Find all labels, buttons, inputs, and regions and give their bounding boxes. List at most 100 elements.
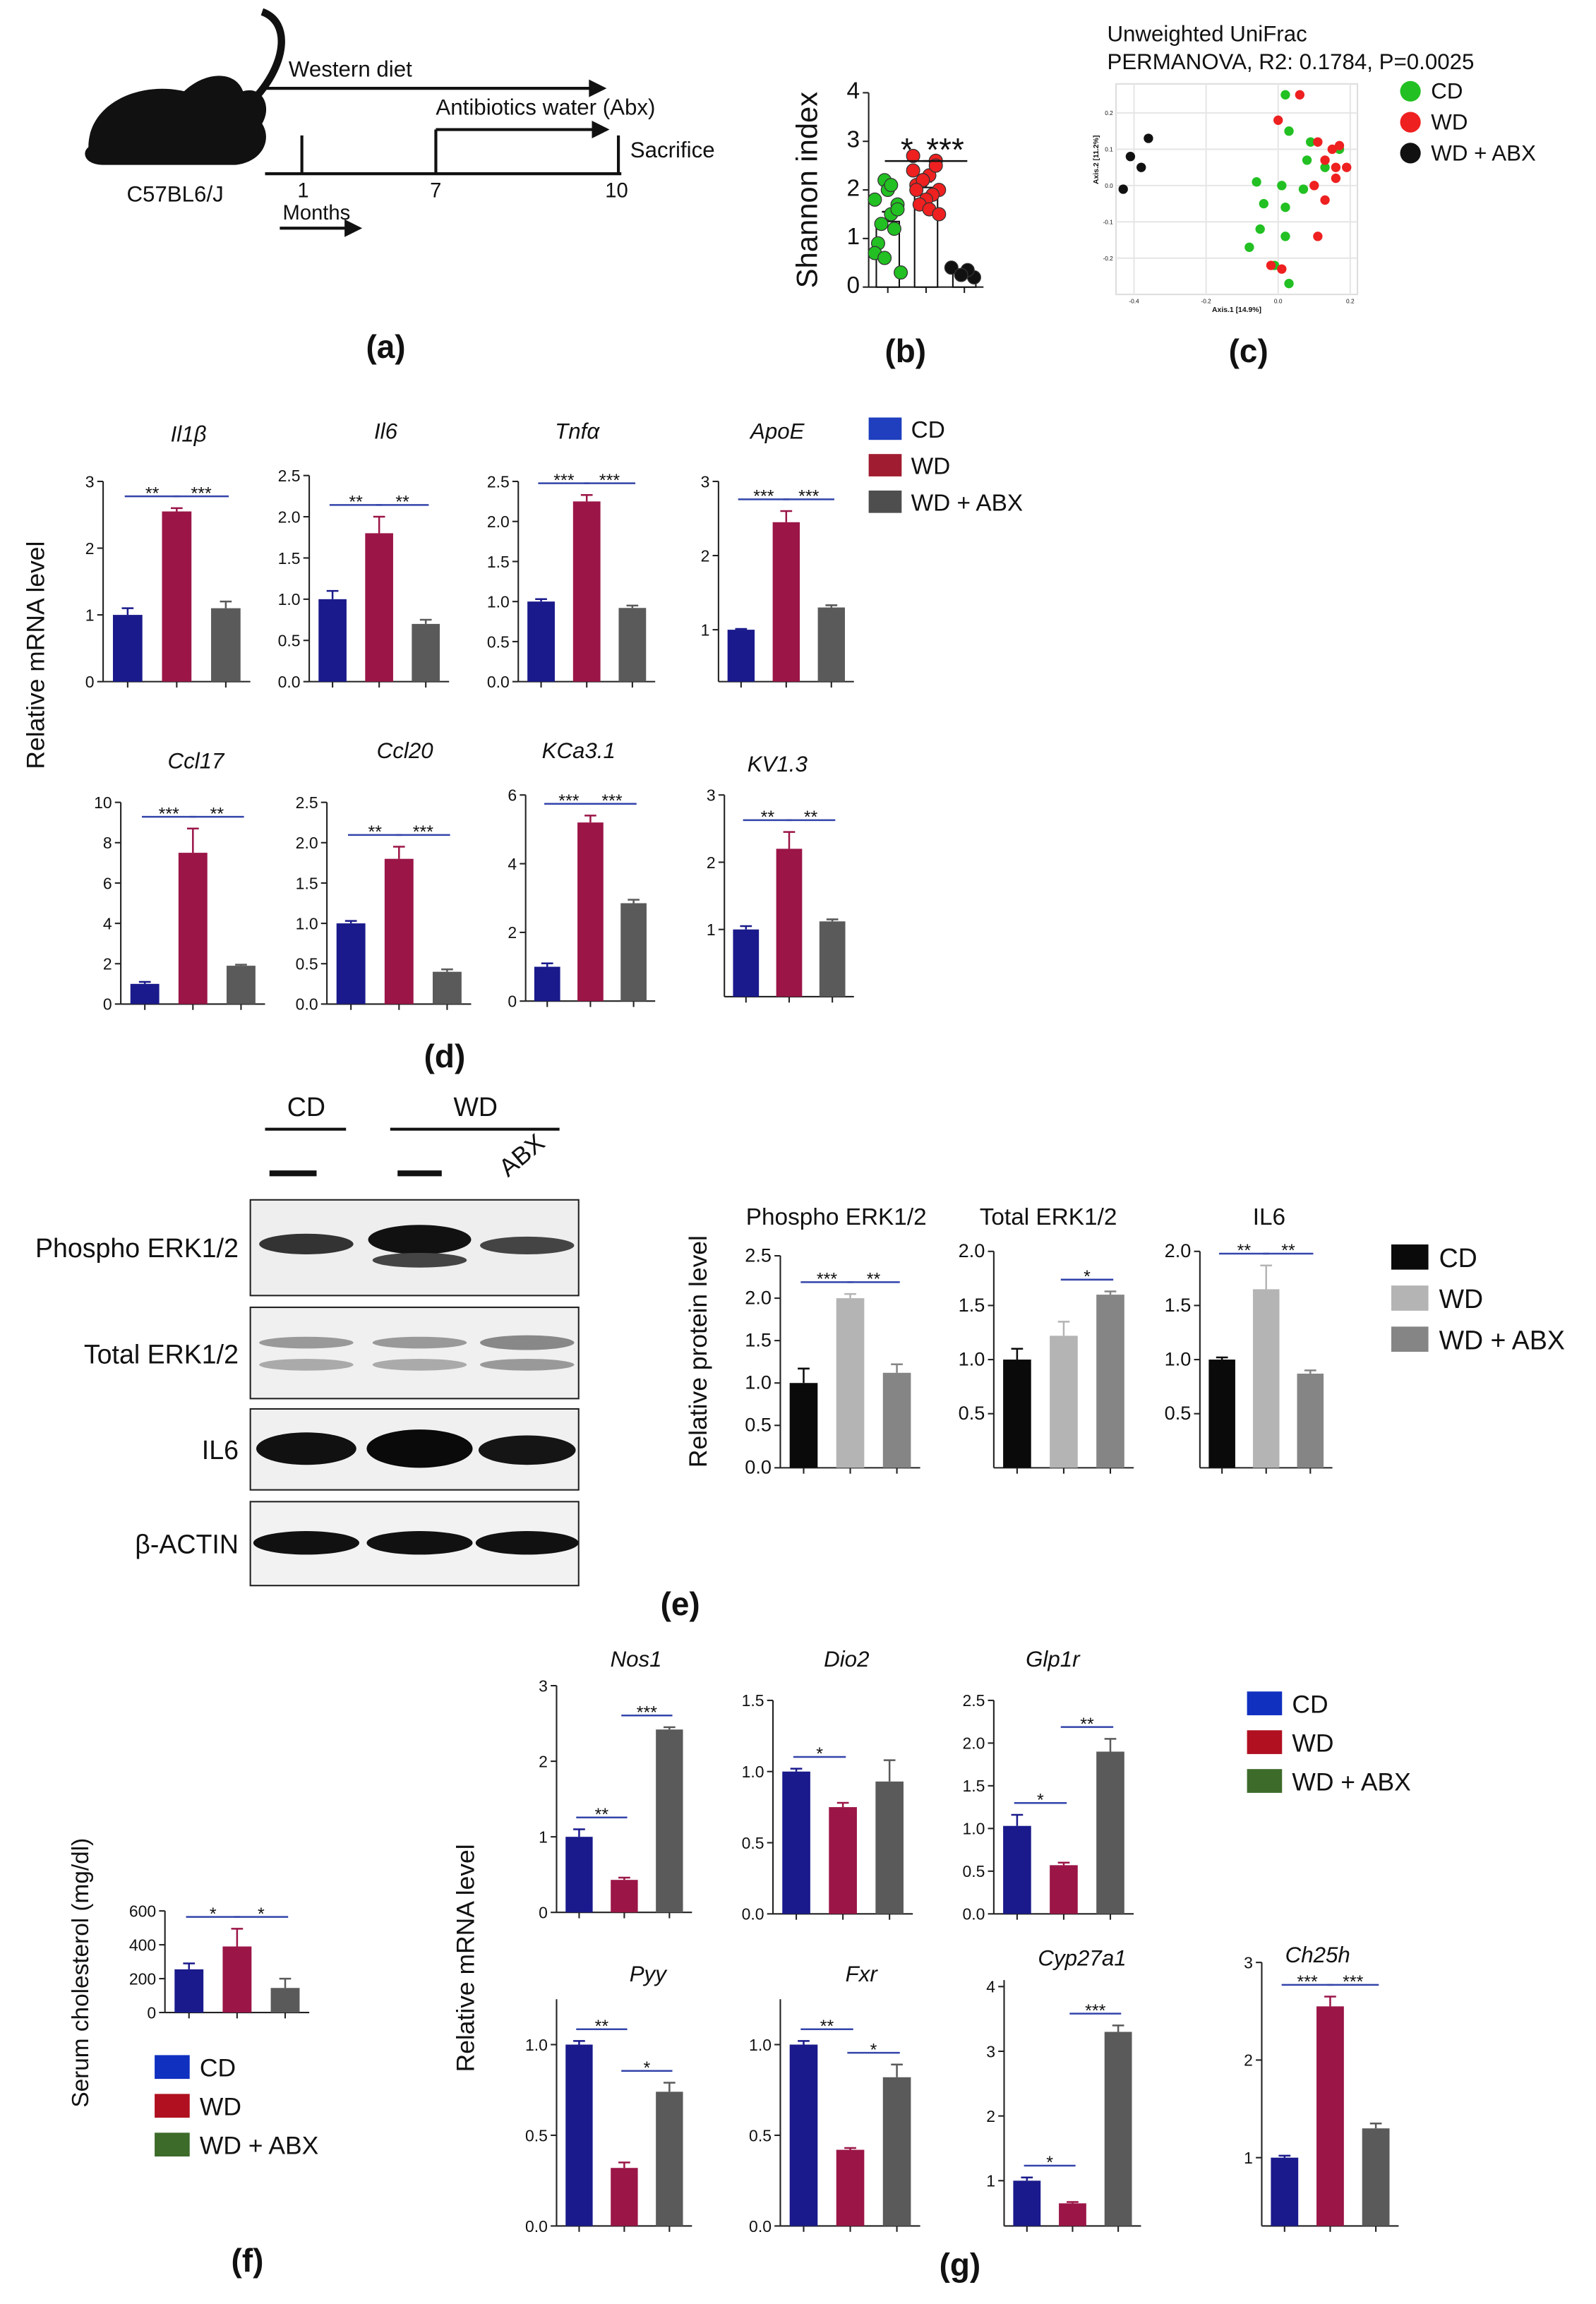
data-point <box>909 183 924 198</box>
legend-swatch <box>1391 1244 1429 1270</box>
data-point <box>1277 264 1287 274</box>
legend-swatch <box>1247 1730 1283 1754</box>
chart-title: Nos1 <box>611 1647 662 1672</box>
legend-marker <box>1400 143 1421 164</box>
chart-title: Total ERK1/2 <box>980 1204 1117 1230</box>
bar <box>1096 1751 1124 1914</box>
data-point <box>1342 162 1352 172</box>
legend-marker <box>1400 80 1421 102</box>
bar <box>733 929 760 997</box>
legend-swatch <box>868 417 902 440</box>
y-tick-label: 2 <box>707 853 716 872</box>
y-axis-label: Relative mRNA level <box>22 541 50 769</box>
bar <box>112 615 143 682</box>
y-tick-label: 1.5 <box>278 549 301 568</box>
y-tick-label: 1 <box>986 2172 995 2190</box>
bar <box>534 966 560 1002</box>
bar <box>432 971 462 1004</box>
data-point <box>1298 184 1309 194</box>
chart-title: Cyp27a1 <box>1038 1945 1126 1970</box>
legend-swatch <box>1391 1285 1429 1311</box>
chart-title: KV1.3 <box>748 752 808 776</box>
bar <box>565 2044 593 2226</box>
significance-label: ** <box>867 1270 881 1290</box>
data-point <box>884 178 899 193</box>
y-tick-label: 2.5 <box>745 1244 772 1266</box>
y-axis-label: Shannon index <box>791 92 824 288</box>
y-tick-label: 2.5 <box>962 1691 985 1710</box>
bar <box>162 511 192 682</box>
data-point <box>1255 224 1265 234</box>
bar <box>882 2077 911 2226</box>
y-axis-label: Axis.2 [11.2%] <box>1093 136 1100 184</box>
data-point <box>887 222 901 236</box>
y-tick-label: 600 <box>129 1902 156 1920</box>
y-tick-label: 1.0 <box>749 2036 772 2054</box>
significance-label: * <box>210 1904 217 1924</box>
y-tick-label: 3 <box>847 127 860 153</box>
chart-title: IL6 <box>1253 1204 1285 1230</box>
bar <box>817 607 845 682</box>
y-tick-label: 400 <box>129 1936 156 1954</box>
significance-label: *** <box>413 822 433 842</box>
data-point <box>954 268 968 282</box>
bar <box>1316 2006 1344 2226</box>
y-tick-label: 2 <box>1244 2051 1253 2070</box>
bar <box>1003 1360 1031 1468</box>
bar <box>1050 1865 1078 1914</box>
band <box>253 1531 359 1555</box>
bar <box>620 903 647 1002</box>
data-point <box>1280 232 1290 241</box>
bar <box>882 1372 911 1468</box>
y-tick-label: 3 <box>539 1676 548 1695</box>
y-tick-label: 2 <box>539 1752 548 1770</box>
significance-label: ** <box>395 493 409 512</box>
y-tick-label: 2.0 <box>959 1240 985 1261</box>
legend-swatch <box>155 2094 190 2118</box>
significance-label: * <box>901 131 913 168</box>
y-tick-label: 0.5 <box>959 1402 985 1424</box>
bar <box>318 599 347 682</box>
significance-label: *** <box>599 471 620 491</box>
y-tick-label: 3 <box>707 786 716 805</box>
legend-label: WD <box>1431 110 1468 135</box>
y-tick-label: 1.0 <box>745 1372 772 1393</box>
data-point <box>906 148 920 163</box>
legend-label: WD <box>200 2093 241 2121</box>
bar <box>1003 1825 1031 1914</box>
y-tick-label: 4 <box>508 855 517 873</box>
y-tick-label: 0.0 <box>487 673 510 691</box>
y-tick-label: 2 <box>701 546 710 565</box>
bar <box>336 923 366 1004</box>
significance-label: ** <box>349 493 363 512</box>
significance-label: * <box>1046 2153 1053 2173</box>
legend-swatch <box>1391 1326 1429 1352</box>
arrow-head <box>592 121 610 139</box>
chart-title: Il6 <box>374 419 398 444</box>
chart-title: Fxr <box>846 1962 879 1986</box>
row-label: Phospho ERK1/2 <box>35 1233 239 1263</box>
legend-label: WD <box>1439 1284 1484 1314</box>
end-label: Sacrifice <box>630 138 715 162</box>
y-tick-label: 2.5 <box>278 467 301 485</box>
y-tick-label: 0.0 <box>1105 182 1113 189</box>
x-axis-label: Axis.1 [14.9%] <box>1212 306 1261 314</box>
significance-label: *** <box>601 791 622 811</box>
bar <box>174 1969 204 2013</box>
y-tick-label: 0.5 <box>525 2126 548 2144</box>
panel-label: (b) <box>884 332 926 369</box>
y-tick-label: 1.0 <box>742 1763 764 1781</box>
significance-label: ** <box>761 808 775 827</box>
chart-title: Ccl17 <box>168 749 226 774</box>
bar <box>227 966 256 1004</box>
legend-label: CD <box>1431 79 1463 104</box>
y-tick-label: 8 <box>103 834 112 852</box>
y-tick-label: 0 <box>508 992 517 1011</box>
bar <box>1208 1360 1235 1468</box>
band <box>368 1225 472 1254</box>
y-tick-label: 0 <box>103 995 112 1014</box>
data-point <box>1144 133 1153 143</box>
y-tick-label: 2.0 <box>1165 1240 1192 1261</box>
